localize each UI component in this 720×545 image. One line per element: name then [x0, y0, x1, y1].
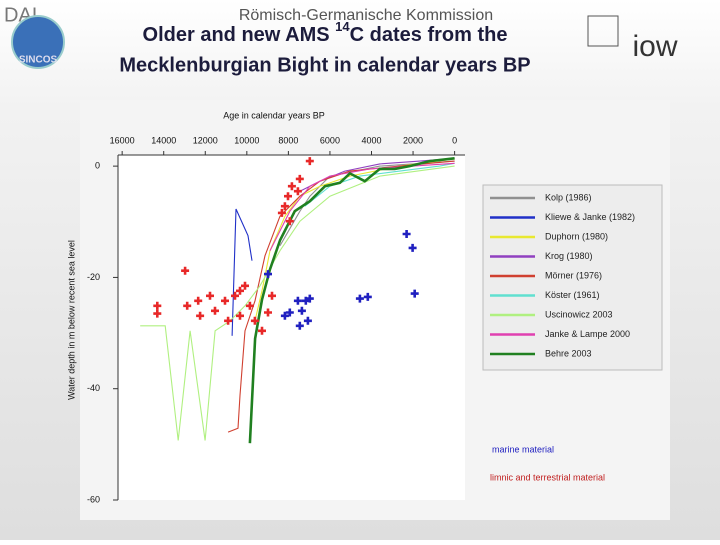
- legend-label: Uscinowicz 2003: [545, 309, 613, 319]
- cross-marker: [250, 316, 259, 325]
- cross-marker: [303, 316, 312, 325]
- cross-marker: [293, 187, 302, 196]
- y-tick-label: -20: [87, 272, 100, 282]
- cross-marker: [355, 294, 364, 303]
- commission: Römisch-Germanische Kommission: [239, 7, 493, 24]
- logo-right-mark: [587, 15, 619, 47]
- cross-marker: [285, 308, 294, 317]
- cross-marker: [211, 306, 219, 315]
- legend-label: Janke & Lampe 2000: [545, 329, 630, 339]
- cross-marker: [280, 202, 289, 211]
- cross-marker: [287, 182, 296, 191]
- series-line: [227, 160, 455, 433]
- cross-marker: [245, 301, 254, 310]
- cross-marker: [410, 289, 419, 298]
- logo-left: [11, 15, 65, 69]
- cross-marker: [196, 311, 205, 320]
- cross-marker: [280, 311, 289, 320]
- title-line1: Older and new AMS 14C dates from the: [143, 19, 508, 46]
- series-line: [231, 208, 253, 336]
- cross-marker: [402, 230, 411, 238]
- cross-marker: [363, 292, 372, 301]
- x-tick-label: 4000: [361, 135, 381, 145]
- annotation: marine material: [492, 444, 554, 454]
- x-tick-label: 14000: [151, 135, 176, 145]
- y-axis-title: Water depth in m below recent sea level: [66, 240, 76, 400]
- y-tick-label: -40: [87, 383, 100, 393]
- title-part: C dates from the: [350, 24, 508, 46]
- cross-marker: [258, 326, 266, 335]
- x-tick-label: 2000: [403, 135, 423, 145]
- title-line2: Mecklenburgian Bight in calendar years B…: [119, 54, 530, 76]
- logo-left-text: SINCOS: [19, 55, 58, 66]
- legend-label: Duphorn (1980): [545, 231, 608, 241]
- legend-label: Kliewe & Janke (1982): [545, 212, 635, 222]
- series-line: [140, 165, 455, 441]
- cross-marker: [305, 157, 314, 166]
- legend-label: Köster (1961): [545, 290, 600, 300]
- cross-marker: [295, 321, 304, 330]
- cross-marker: [236, 311, 244, 320]
- cross-marker: [236, 286, 244, 295]
- legend-label: Kolp (1986): [545, 192, 592, 202]
- x-tick-label: 8000: [278, 135, 298, 145]
- cross-marker: [153, 309, 162, 318]
- cross-marker: [295, 174, 304, 183]
- x-tick-label: 12000: [193, 135, 218, 145]
- legend-label: Krog (1980): [545, 251, 593, 261]
- x-tick-label: 10000: [234, 135, 259, 145]
- cross-marker: [153, 301, 162, 310]
- cross-marker: [264, 270, 272, 279]
- cross-marker: [284, 192, 292, 201]
- legend-label: Behre 2003: [545, 348, 592, 358]
- cross-marker: [277, 208, 286, 217]
- y-tick-label: 0: [95, 161, 100, 171]
- series-line: [304, 162, 455, 207]
- plot: 16000 14000 12000 10000 8000 6000 4000 2000 0 0 -2…: [87, 135, 635, 504]
- plot-area: [118, 155, 465, 500]
- cross-marker: [285, 217, 294, 226]
- legend-box: [482, 184, 663, 371]
- cross-marker: [408, 243, 417, 252]
- x-tick-label: 0: [452, 135, 457, 145]
- cross-marker: [241, 281, 249, 290]
- cross-marker: [221, 296, 229, 305]
- cross-marker: [297, 306, 306, 315]
- cross-marker: [194, 296, 203, 305]
- cross-marker: [305, 294, 314, 303]
- x-tick-label: 16000: [110, 135, 135, 145]
- cross-marker: [206, 291, 214, 300]
- cross-marker: [183, 301, 192, 310]
- x-tick-label: 6000: [320, 135, 340, 145]
- series-line: [248, 157, 455, 444]
- cross-marker: [268, 291, 276, 300]
- cross-marker: [231, 291, 239, 300]
- title-part: Older and new AMS: [143, 24, 336, 46]
- cross-marker: [264, 308, 272, 317]
- x-axis-title: Age in calendar years BP: [223, 110, 325, 120]
- legend-label: Mörner (1976): [545, 270, 602, 280]
- y-tick-label: -60: [87, 494, 100, 504]
- cross-marker: [293, 296, 302, 305]
- title-sup: 14: [335, 19, 350, 34]
- cross-marker: [224, 316, 233, 325]
- annotation: limnic and terrestrial material: [490, 472, 605, 482]
- logo-right-text: iow: [632, 30, 677, 63]
- cross-marker: [181, 266, 190, 275]
